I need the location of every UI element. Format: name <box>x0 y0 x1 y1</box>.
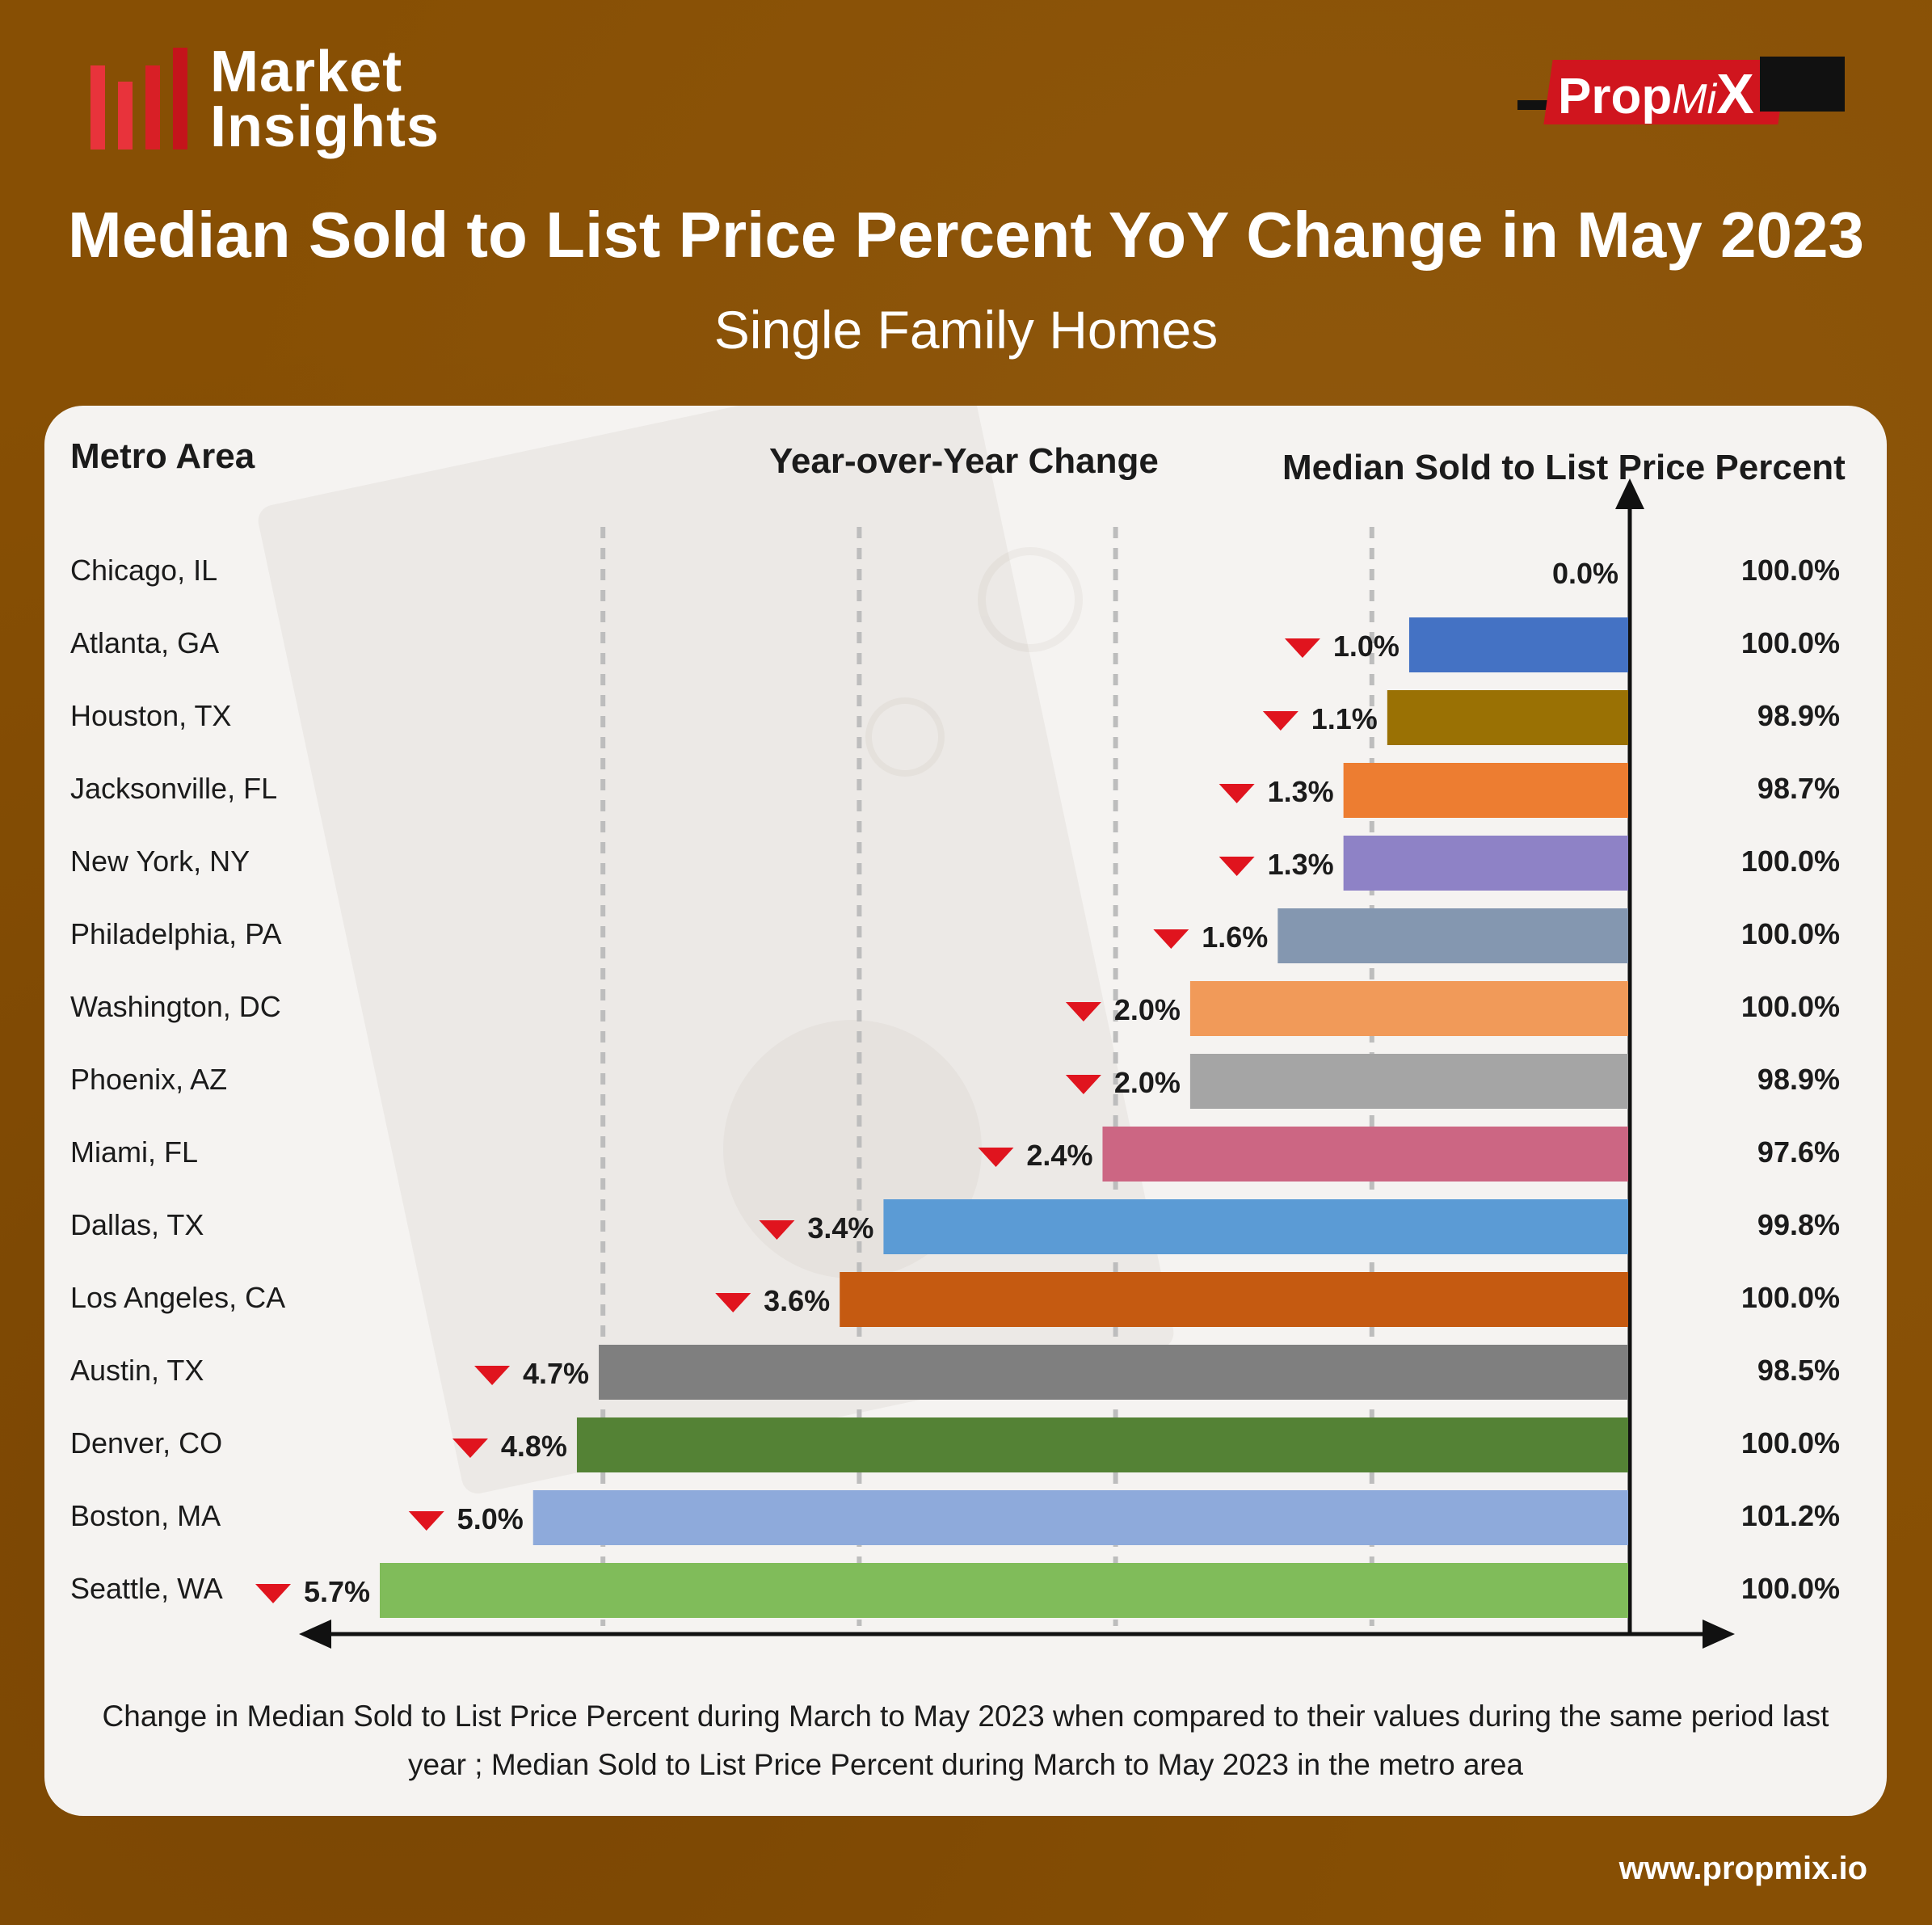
sold-to-list-value: 98.5% <box>1757 1354 1840 1387</box>
market-insights-logo: Market Insights <box>90 40 470 166</box>
metro-label: Austin, TX <box>70 1354 204 1387</box>
change-label: 3.6% <box>764 1284 830 1317</box>
change-label: 5.7% <box>304 1575 370 1608</box>
website-url: www.propmix.io <box>1618 1851 1867 1886</box>
metro-label: Phoenix, AZ <box>70 1063 227 1096</box>
header-yoy-change: Year-over-Year Change <box>769 441 1159 481</box>
change-label: 1.6% <box>1202 920 1268 954</box>
y-axis-up-arrow <box>1615 478 1644 509</box>
down-arrow-icon <box>408 1511 444 1531</box>
down-arrow-icon <box>1284 638 1320 658</box>
change-label: 0.0% <box>1552 557 1618 590</box>
bar <box>1408 617 1628 672</box>
down-arrow-icon <box>1262 711 1299 731</box>
change-label: 2.0% <box>1114 1066 1181 1099</box>
x-axis-right-arrow <box>1703 1620 1735 1649</box>
metro-label: New York, NY <box>70 845 250 878</box>
header-metro-area: Metro Area <box>70 436 255 476</box>
chart-title: Median Sold to List Price Percent YoY Ch… <box>68 199 1864 271</box>
logo-wordmark: Market Insights <box>210 40 440 159</box>
metro-label: Dallas, TX <box>70 1208 204 1241</box>
down-arrow-icon <box>255 1584 291 1603</box>
change-label: 2.4% <box>1026 1139 1092 1172</box>
change-label: 1.3% <box>1268 775 1334 808</box>
chart-caption: Change in Median Sold to List Price Perc… <box>102 1700 1829 1781</box>
logo-line2: Insights <box>210 95 440 159</box>
change-label: 5.0% <box>457 1502 524 1535</box>
chart-card: Metro Area Year-over-Year Change Median … <box>44 406 1887 1816</box>
down-arrow-icon <box>1219 857 1255 876</box>
bar <box>532 1490 1628 1545</box>
down-arrow-icon <box>452 1438 488 1458</box>
header-sold-to-list: Median Sold to List Price Percent <box>1282 448 1846 487</box>
bar <box>380 1563 1628 1618</box>
metro-label: Denver, CO <box>70 1426 222 1460</box>
sold-to-list-value: 100.0% <box>1741 917 1840 950</box>
bar <box>599 1345 1628 1400</box>
propmix-prop: Prop <box>1558 69 1673 124</box>
bar <box>1343 836 1628 891</box>
x-axis-left-arrow <box>299 1620 331 1649</box>
metro-label: Los Angeles, CA <box>70 1281 285 1314</box>
metro-label: Houston, TX <box>70 699 231 732</box>
bar <box>1189 981 1628 1036</box>
propmix-mi: Mi <box>1672 76 1717 123</box>
sold-to-list-value: 101.2% <box>1741 1499 1840 1532</box>
bar <box>840 1272 1628 1327</box>
sold-to-list-value: 100.0% <box>1741 845 1840 878</box>
sold-to-list-value: 100.0% <box>1741 990 1840 1023</box>
change-label: 1.0% <box>1333 630 1400 663</box>
sold-to-list-value: 100.0% <box>1741 626 1840 659</box>
sold-to-list-value: 98.9% <box>1757 699 1840 732</box>
sold-to-list-value: 97.6% <box>1757 1135 1840 1169</box>
bar <box>1102 1127 1628 1182</box>
logo-line1: Market <box>210 40 403 104</box>
change-label: 1.3% <box>1268 848 1334 881</box>
down-arrow-icon <box>978 1148 1014 1167</box>
change-label: 4.7% <box>523 1357 589 1390</box>
change-label: 4.8% <box>501 1430 567 1463</box>
propmix-logo: PropMiX <box>1517 57 1845 129</box>
bar <box>576 1417 1628 1472</box>
down-arrow-icon <box>1153 929 1189 949</box>
down-arrow-icon <box>1065 1075 1101 1094</box>
down-arrow-icon <box>759 1220 795 1240</box>
sold-to-list-value: 100.0% <box>1741 1572 1840 1605</box>
bar <box>1343 763 1628 818</box>
down-arrow-icon <box>474 1366 511 1385</box>
metro-label: Boston, MA <box>70 1499 221 1532</box>
sold-to-list-value: 100.0% <box>1741 1426 1840 1460</box>
bar <box>1277 908 1628 963</box>
metro-label: Jacksonville, FL <box>70 772 277 805</box>
metro-label: Atlanta, GA <box>70 626 219 659</box>
metro-label: Philadelphia, PA <box>70 917 282 950</box>
chart-subtitle: Single Family Homes <box>713 300 1219 360</box>
yoy-bar-chart: Chicago, IL 0.0% 100.0% Atlanta, GA 1.0% 100.… <box>70 478 1840 1649</box>
sold-to-list-value: 100.0% <box>1741 554 1840 587</box>
change-label: 2.0% <box>1114 993 1181 1026</box>
sold-to-list-value: 100.0% <box>1741 1281 1840 1314</box>
propmix-wordmark: PropMiX <box>1558 61 1754 126</box>
propmix-x: X <box>1716 62 1754 125</box>
metro-label: Washington, DC <box>70 990 281 1023</box>
sold-to-list-value: 98.7% <box>1757 772 1840 805</box>
change-label: 1.1% <box>1311 702 1378 735</box>
bar-chart-logo-icon <box>90 44 196 150</box>
metro-label: Seattle, WA <box>70 1572 223 1605</box>
bar <box>1189 1054 1628 1109</box>
sold-to-list-value: 98.9% <box>1757 1063 1840 1096</box>
metro-label: Miami, FL <box>70 1135 198 1169</box>
bar <box>1387 690 1628 745</box>
change-label: 3.4% <box>807 1211 873 1245</box>
down-arrow-icon <box>1219 784 1255 803</box>
sold-to-list-value: 99.8% <box>1757 1208 1840 1241</box>
down-arrow-icon <box>715 1293 751 1312</box>
metro-label: Chicago, IL <box>70 554 217 587</box>
down-arrow-icon <box>1065 1002 1101 1021</box>
bar <box>883 1199 1628 1254</box>
